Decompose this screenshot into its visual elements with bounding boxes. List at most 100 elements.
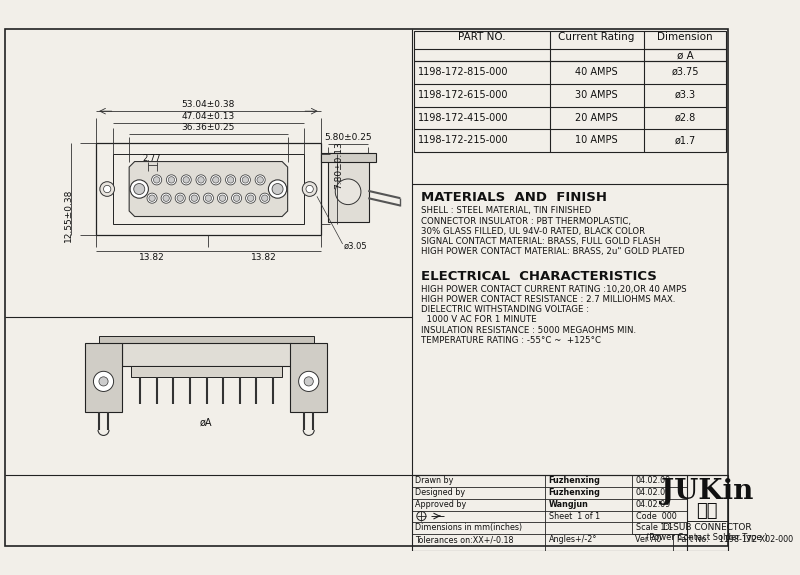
Bar	[412, 475, 728, 551]
Circle shape	[149, 195, 155, 201]
Circle shape	[272, 183, 283, 194]
Text: 1198-172-815-000: 1198-172-815-000	[418, 67, 508, 77]
Bar	[328, 154, 369, 222]
Bar	[85, 343, 122, 412]
Circle shape	[183, 177, 190, 183]
Bar	[99, 336, 314, 343]
Text: 12.55±0.38: 12.55±0.38	[64, 189, 74, 243]
Circle shape	[203, 193, 214, 203]
Text: Code  000: Code 000	[636, 512, 677, 520]
Text: Ver A0: Ver A0	[635, 535, 661, 545]
Circle shape	[94, 371, 114, 392]
Text: 5.80±0.25: 5.80±0.25	[324, 133, 372, 142]
Circle shape	[227, 177, 234, 183]
Text: ø A: ø A	[677, 51, 694, 61]
Circle shape	[260, 193, 270, 203]
Text: 36.36±0.25: 36.36±0.25	[182, 123, 234, 132]
Bar	[113, 154, 304, 224]
Text: ø2.8: ø2.8	[674, 113, 696, 122]
Bar	[122, 343, 291, 366]
Text: 1198-172-215-000: 1198-172-215-000	[418, 136, 508, 145]
Circle shape	[255, 175, 265, 185]
Text: ø3.75: ø3.75	[671, 67, 699, 77]
Circle shape	[335, 179, 361, 205]
Circle shape	[190, 193, 199, 203]
Text: Drawn by: Drawn by	[415, 476, 454, 485]
Circle shape	[175, 193, 186, 203]
Bar	[131, 366, 282, 377]
Text: ø3.05: ø3.05	[343, 242, 367, 251]
Text: 1000 V AC FOR 1 MINUTE: 1000 V AC FOR 1 MINUTE	[422, 316, 537, 324]
Text: Angles+/-2°: Angles+/-2°	[549, 535, 597, 545]
Circle shape	[262, 195, 268, 201]
Text: 7.80±0.13: 7.80±0.13	[334, 141, 343, 189]
Text: Tolerances on:XX+/-0.18: Tolerances on:XX+/-0.18	[415, 535, 514, 545]
Text: 1198-172-615-000: 1198-172-615-000	[418, 90, 508, 99]
Text: ø1.7: ø1.7	[674, 136, 696, 145]
Circle shape	[234, 195, 240, 201]
Bar	[414, 30, 726, 152]
Text: HIGH POWER CONTACT CURRENT RATING :10,20,OR 40 AMPS: HIGH POWER CONTACT CURRENT RATING :10,20…	[422, 285, 687, 294]
Text: 20 AMPS: 20 AMPS	[575, 113, 618, 122]
Circle shape	[99, 377, 108, 386]
Text: 炉信: 炉信	[697, 503, 718, 520]
Text: SIGNAL CONTACT MATERIAL: BRASS, FULL GOLD FLASH: SIGNAL CONTACT MATERIAL: BRASS, FULL GOL…	[422, 237, 661, 246]
Text: 04.02.09: 04.02.09	[636, 476, 671, 485]
Text: Dimensions in mm(inches): Dimensions in mm(inches)	[415, 523, 522, 532]
Text: 04.02.09: 04.02.09	[636, 500, 671, 509]
Circle shape	[166, 175, 177, 185]
Text: Current Rating: Current Rating	[558, 32, 634, 43]
Text: ø3.3: ø3.3	[674, 90, 696, 99]
Circle shape	[218, 193, 227, 203]
Text: Wangjun: Wangjun	[549, 500, 589, 509]
Circle shape	[154, 177, 160, 183]
Circle shape	[152, 175, 162, 185]
Circle shape	[205, 195, 212, 201]
Text: 53.04±0.38: 53.04±0.38	[182, 100, 234, 109]
Circle shape	[196, 175, 206, 185]
Circle shape	[181, 175, 191, 185]
Text: Fuzhenxing: Fuzhenxing	[549, 476, 601, 485]
Circle shape	[103, 185, 111, 193]
Circle shape	[242, 177, 249, 183]
Text: 40 AMPS: 40 AMPS	[575, 67, 618, 77]
Bar	[96, 143, 321, 235]
Circle shape	[240, 175, 250, 185]
Text: Dimension: Dimension	[658, 32, 713, 43]
Text: Sheet  1 of 1: Sheet 1 of 1	[549, 512, 600, 520]
Text: Fuzhenxing: Fuzhenxing	[549, 488, 601, 497]
Text: 10 AMPS: 10 AMPS	[575, 136, 618, 145]
Circle shape	[269, 180, 286, 198]
Bar	[321, 154, 377, 163]
Circle shape	[161, 193, 171, 203]
Circle shape	[226, 175, 236, 185]
Circle shape	[213, 177, 219, 183]
Text: JUKin: JUKin	[661, 478, 754, 505]
Text: 30% GLASS FILLED, UL 94V-0 RATED, BLACK COLOR: 30% GLASS FILLED, UL 94V-0 RATED, BLACK …	[422, 227, 646, 236]
Text: Approved by: Approved by	[415, 500, 466, 509]
Text: DIELECTRIC WITHSTANDING VOLTAGE :: DIELECTRIC WITHSTANDING VOLTAGE :	[422, 305, 590, 315]
Circle shape	[191, 195, 198, 201]
Text: 1198-172-415-000: 1198-172-415-000	[418, 113, 508, 122]
Circle shape	[304, 377, 314, 386]
Text: 2.77: 2.77	[142, 154, 162, 163]
Circle shape	[298, 371, 318, 392]
Text: MATERIALS  AND  FINISH: MATERIALS AND FINISH	[422, 191, 607, 204]
Text: 13.82: 13.82	[139, 253, 165, 262]
Text: SHELL : STEEL MATERIAL, TIN FINISHED: SHELL : STEEL MATERIAL, TIN FINISHED	[422, 206, 592, 216]
Circle shape	[134, 183, 145, 194]
Circle shape	[210, 175, 221, 185]
Text: ELECTRICAL  CHARACTERISTICS: ELECTRICAL CHARACTERISTICS	[422, 270, 658, 283]
Text: 04.02.09: 04.02.09	[636, 488, 671, 497]
Text: øA: øA	[200, 418, 212, 428]
Text: INSULATION RESISTANCE : 5000 MEGAOHMS MIN.: INSULATION RESISTANCE : 5000 MEGAOHMS MI…	[422, 325, 637, 335]
Circle shape	[302, 182, 317, 196]
Text: (Power Contact Solder Type ): (Power Contact Solder Type )	[646, 534, 768, 542]
Text: TEMPERATURE RATING : -55°C ~  +125°C: TEMPERATURE RATING : -55°C ~ +125°C	[422, 336, 602, 344]
Circle shape	[306, 185, 314, 193]
Circle shape	[163, 195, 170, 201]
Bar	[290, 343, 327, 412]
Circle shape	[231, 193, 242, 203]
Text: 30 AMPS: 30 AMPS	[575, 90, 618, 99]
Text: Designed by: Designed by	[415, 488, 465, 497]
